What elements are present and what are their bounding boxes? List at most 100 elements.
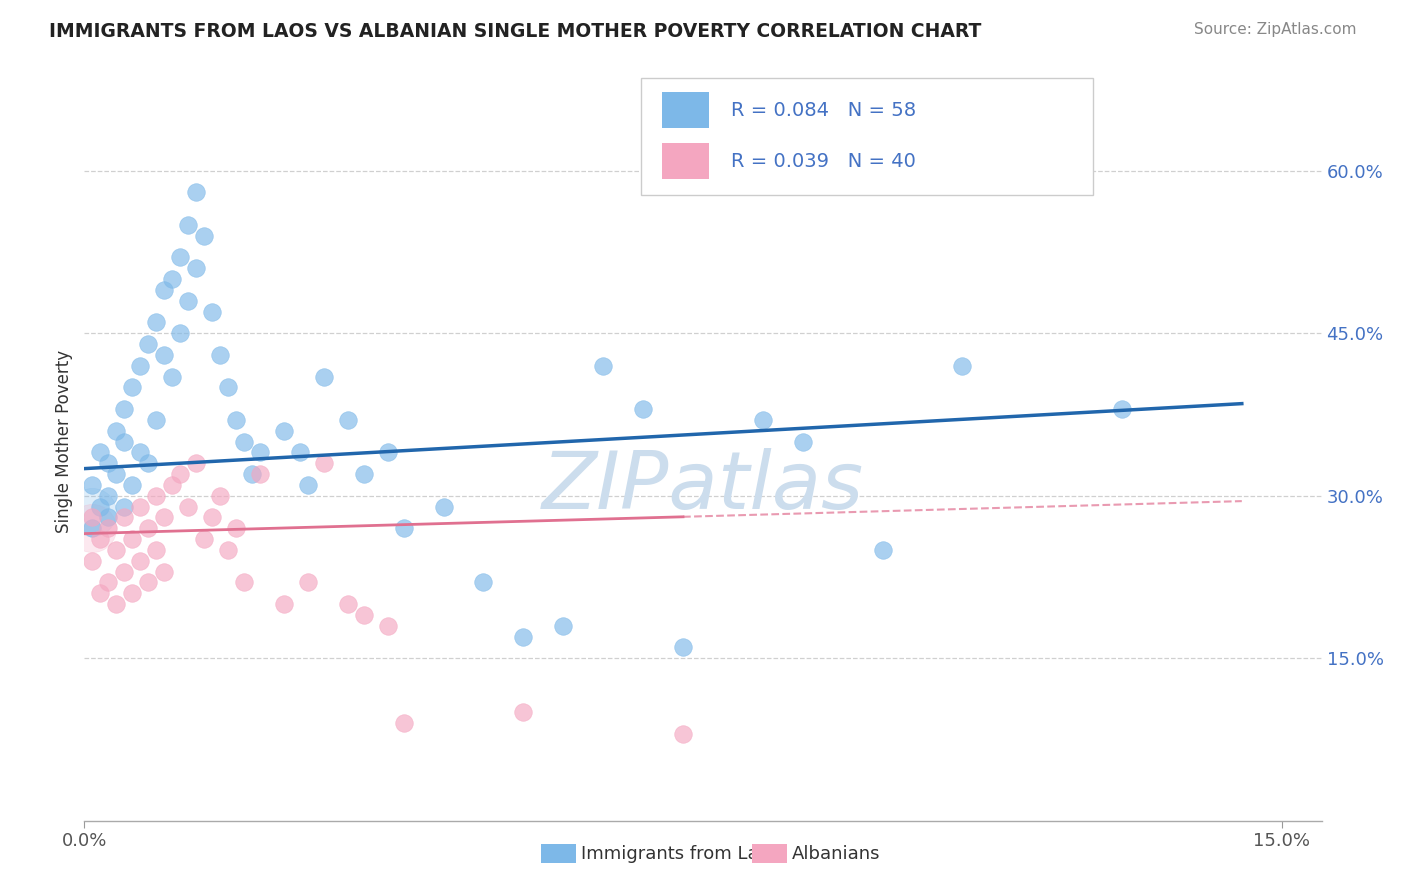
Point [145,315,167,329]
Point [145,489,167,503]
Point [184,261,207,276]
Point [353,467,375,481]
Point [377,618,399,632]
Point [249,445,271,459]
Point [89,445,111,459]
Text: R = 0.084   N = 58: R = 0.084 N = 58 [731,101,917,120]
Point [288,445,311,459]
Point [217,542,239,557]
Point [225,521,247,535]
Point [392,716,415,731]
Point [153,283,176,297]
FancyBboxPatch shape [641,78,1092,195]
Point [153,510,176,524]
Point [121,532,143,546]
Point [472,575,495,590]
Point [377,445,399,459]
Point [105,467,128,481]
Text: IMMIGRANTS FROM LAOS VS ALBANIAN SINGLE MOTHER POVERTY CORRELATION CHART: IMMIGRANTS FROM LAOS VS ALBANIAN SINGLE … [49,22,981,41]
Point [112,402,135,417]
Point [89,586,111,600]
Point [273,597,295,611]
Point [225,413,247,427]
Point [177,500,200,514]
Point [136,575,159,590]
Point [169,251,191,265]
Point [631,402,654,417]
Point [336,413,359,427]
Point [160,369,183,384]
Point [160,478,183,492]
Point [105,597,128,611]
Point [121,380,143,394]
Point [145,542,167,557]
Point [129,500,152,514]
Point [82,521,104,535]
Point [136,456,159,470]
Point [97,575,120,590]
Point [217,380,239,394]
Point [672,727,695,741]
Point [297,575,319,590]
Point [193,228,215,243]
Point [184,186,207,200]
Point [512,630,534,644]
Point [97,521,120,535]
Point [105,542,128,557]
Point [153,348,176,362]
Point [82,554,104,568]
Point [512,706,534,720]
Point [136,521,159,535]
Text: Source: ZipAtlas.com: Source: ZipAtlas.com [1194,22,1357,37]
Point [97,456,120,470]
Y-axis label: Single Mother Poverty: Single Mother Poverty [55,350,73,533]
Point [312,369,335,384]
Bar [662,143,709,179]
Point [752,413,775,427]
Point [312,456,335,470]
Point [153,565,176,579]
Point [82,505,104,519]
Point [82,510,104,524]
Point [240,467,263,481]
Point [121,586,143,600]
Point [209,489,232,503]
Text: ZIPatlas: ZIPatlas [541,448,865,526]
Point [177,218,200,232]
Point [672,640,695,655]
Point [952,359,974,373]
Point [872,542,894,557]
Point [336,597,359,611]
Point [592,359,614,373]
Point [553,618,575,632]
Point [169,326,191,341]
Point [233,434,256,449]
Point [249,467,271,481]
Point [105,424,128,438]
Point [129,554,152,568]
Point [169,467,191,481]
Point [201,510,224,524]
Point [89,532,111,546]
Point [82,478,104,492]
Text: Immigrants from Laos: Immigrants from Laos [581,845,779,863]
Point [193,532,215,546]
Point [112,434,135,449]
Point [121,478,143,492]
Point [432,500,454,514]
Point [89,500,111,514]
Point [82,521,104,535]
Point [129,445,152,459]
Point [97,489,120,503]
Point [112,565,135,579]
Point [209,348,232,362]
Point [136,337,159,351]
Point [97,510,120,524]
Point [201,304,224,318]
Text: R = 0.039   N = 40: R = 0.039 N = 40 [731,152,917,170]
Point [792,434,814,449]
Bar [662,92,709,128]
Point [112,510,135,524]
Text: Albanians: Albanians [792,845,880,863]
Point [392,521,415,535]
